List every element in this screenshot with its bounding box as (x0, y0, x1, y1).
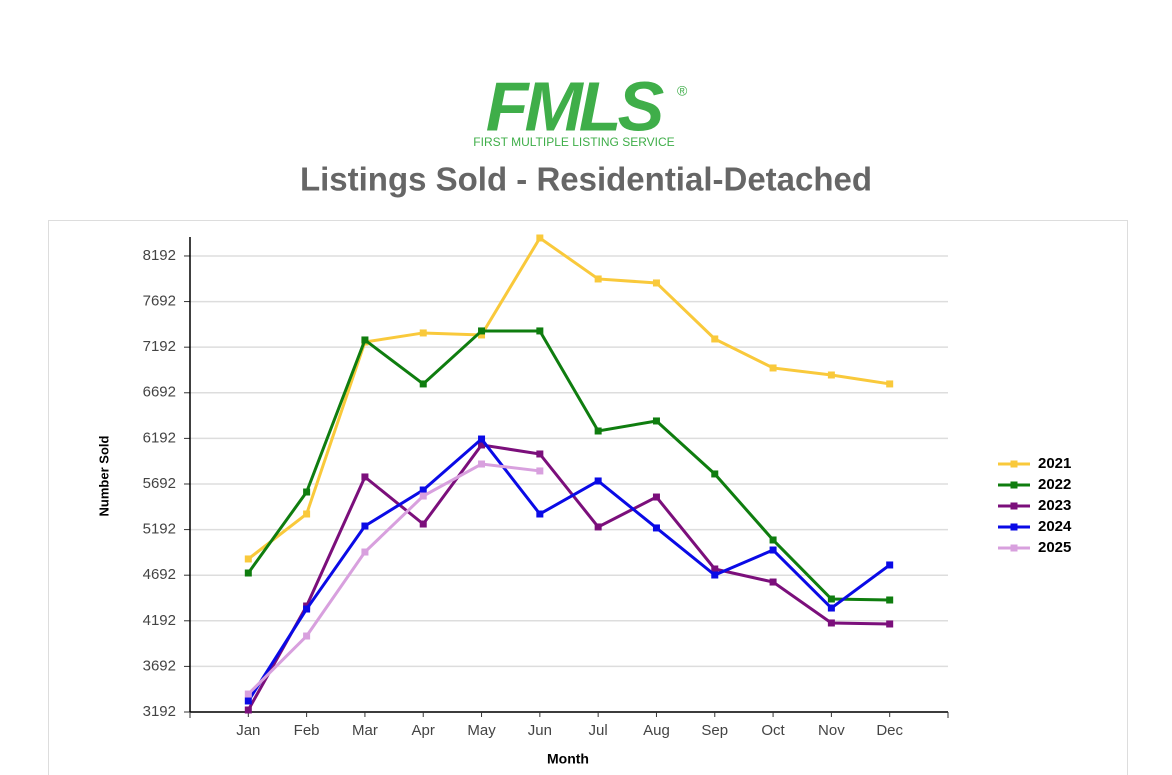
data-point (827, 604, 835, 612)
data-point (361, 473, 369, 481)
legend-label: 2021 (1038, 455, 1071, 472)
data-point (886, 380, 894, 388)
y-tick-label: 6192 (143, 429, 176, 446)
data-point (303, 510, 311, 518)
data-point (769, 536, 777, 544)
logo-mark: ® (677, 83, 688, 99)
x-tick-label: Nov (818, 722, 845, 739)
series-line (247, 462, 541, 696)
data-point (478, 331, 486, 339)
chart-title: Listings Sold - Residential-Detached (300, 161, 872, 198)
data-point (594, 275, 602, 283)
data-point (419, 486, 427, 494)
x-tick-label: Apr (412, 722, 435, 739)
y-tick-label: 7192 (143, 338, 176, 355)
data-point (827, 595, 835, 603)
series-line (247, 329, 890, 602)
data-point (478, 460, 486, 468)
data-point (594, 477, 602, 485)
legend-label: 2023 (1038, 497, 1071, 514)
data-point (536, 467, 544, 475)
data-point (536, 234, 544, 242)
data-point (886, 620, 894, 628)
logo-tagline: FIRST MULTIPLE LISTING SERVICE (473, 135, 674, 149)
data-point (827, 371, 835, 379)
data-point (361, 548, 369, 556)
data-point (361, 336, 369, 344)
series-line (247, 436, 891, 702)
data-point (769, 546, 777, 554)
y-tick-label: 8192 (143, 247, 176, 264)
data-point (303, 488, 311, 496)
legend-label: 2022 (1038, 476, 1071, 493)
data-point (244, 690, 252, 698)
series-line (246, 443, 890, 711)
data-point (711, 571, 719, 579)
series-line (247, 235, 890, 561)
data-point (419, 520, 427, 528)
data-point (536, 450, 544, 458)
x-tick-label: May (467, 722, 496, 739)
logo-text: FMLS (486, 67, 664, 145)
legend-label: 2025 (1038, 539, 1071, 556)
x-tick-label: Oct (761, 722, 785, 739)
legend-marker (1010, 502, 1018, 510)
data-point (244, 706, 252, 714)
data-point (886, 596, 894, 604)
data-point (711, 565, 719, 573)
y-tick-label: 5692 (143, 475, 176, 492)
y-tick-label: 5192 (143, 521, 176, 538)
data-point (536, 327, 544, 335)
x-tick-label: Feb (294, 722, 320, 739)
data-point (244, 697, 252, 705)
y-tick-label: 3192 (143, 703, 176, 720)
data-point (419, 329, 427, 337)
x-tick-label: Mar (352, 722, 378, 739)
data-point (419, 380, 427, 388)
data-point (652, 524, 660, 532)
data-point (711, 470, 719, 478)
data-point (769, 578, 777, 586)
x-tick-label: Jan (236, 722, 260, 739)
chart-frame (48, 220, 1128, 775)
legend-marker (1010, 523, 1018, 531)
data-point (303, 632, 311, 640)
data-point (886, 561, 894, 569)
data-point (478, 327, 486, 335)
data-point (478, 435, 486, 443)
y-axis-label: Number Sold (96, 435, 111, 516)
y-tick-label: 7692 (143, 293, 176, 310)
x-tick-label: Sep (701, 722, 728, 739)
legend-label: 2024 (1038, 518, 1072, 535)
x-tick-label: Dec (876, 722, 903, 739)
x-tick-label: Jul (589, 722, 608, 739)
data-point (652, 279, 660, 287)
data-point (652, 493, 660, 501)
data-point (769, 364, 777, 372)
legend-marker (1010, 460, 1018, 468)
data-point (303, 605, 311, 613)
data-point (244, 569, 252, 577)
x-axis-label: Month (547, 751, 589, 767)
legend-marker (1010, 481, 1018, 489)
data-point (536, 510, 544, 518)
data-point (244, 555, 252, 563)
x-tick-label: Aug (643, 722, 670, 739)
data-point (711, 335, 719, 343)
y-tick-label: 6692 (143, 384, 176, 401)
data-point (652, 417, 660, 425)
y-tick-label: 4692 (143, 566, 176, 583)
data-point (827, 619, 835, 627)
data-point (478, 441, 486, 449)
data-point (594, 523, 602, 531)
data-point (361, 522, 369, 530)
data-point (419, 492, 427, 500)
y-tick-label: 4192 (143, 612, 176, 629)
y-tick-label: 3692 (143, 657, 176, 674)
legend-marker (1010, 544, 1018, 552)
data-point (594, 427, 602, 435)
x-tick-label: Jun (528, 722, 552, 739)
